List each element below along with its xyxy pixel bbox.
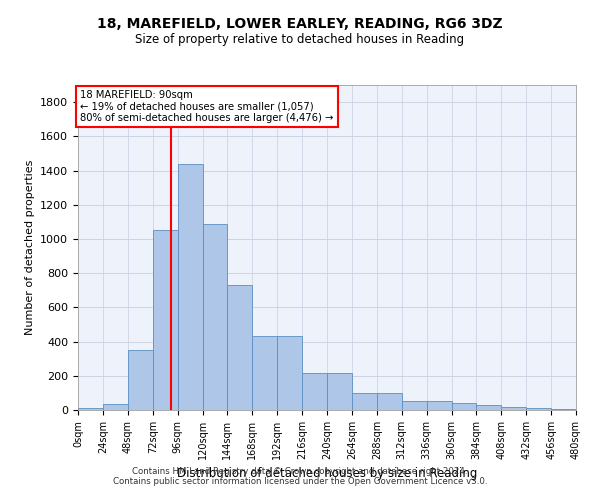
Text: Size of property relative to detached houses in Reading: Size of property relative to detached ho…	[136, 32, 464, 46]
Bar	[352, 393, 377, 410]
Bar	[277, 336, 302, 410]
Text: Contains public sector information licensed under the Open Government Licence v3: Contains public sector information licen…	[113, 477, 487, 486]
Bar	[476, 405, 502, 410]
Bar	[402, 402, 427, 410]
Bar	[178, 164, 203, 410]
Bar	[327, 373, 352, 410]
Bar	[128, 350, 153, 410]
Bar	[103, 404, 128, 410]
Bar	[152, 230, 178, 410]
Bar	[551, 409, 576, 410]
Bar	[526, 408, 551, 410]
Bar	[227, 285, 253, 410]
X-axis label: Distribution of detached houses by size in Reading: Distribution of detached houses by size …	[177, 468, 477, 480]
Text: 18 MAREFIELD: 90sqm
← 19% of detached houses are smaller (1,057)
80% of semi-det: 18 MAREFIELD: 90sqm ← 19% of detached ho…	[80, 90, 334, 123]
Bar	[377, 393, 402, 410]
Bar	[203, 224, 227, 410]
Bar	[427, 402, 452, 410]
Y-axis label: Number of detached properties: Number of detached properties	[25, 160, 35, 335]
Bar	[452, 403, 476, 410]
Bar	[253, 336, 277, 410]
Bar	[78, 408, 103, 410]
Bar	[502, 406, 526, 410]
Text: 18, MAREFIELD, LOWER EARLEY, READING, RG6 3DZ: 18, MAREFIELD, LOWER EARLEY, READING, RG…	[97, 18, 503, 32]
Text: Contains HM Land Registry data © Crown copyright and database right 2024.: Contains HM Land Registry data © Crown c…	[132, 467, 468, 476]
Bar	[302, 373, 327, 410]
